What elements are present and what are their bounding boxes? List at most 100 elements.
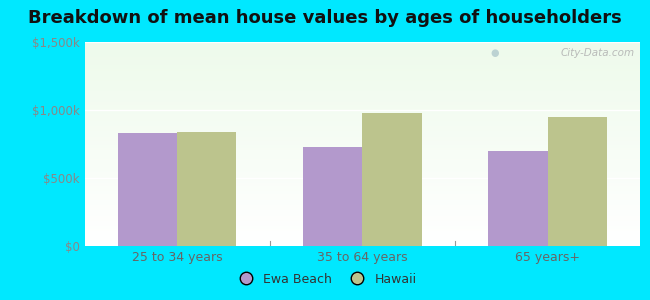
Bar	[84, 138, 650, 139]
Bar	[84, 102, 650, 103]
Bar	[84, 189, 650, 190]
Bar	[84, 74, 650, 75]
Bar	[84, 169, 650, 170]
Bar	[84, 97, 650, 98]
Bar	[84, 237, 650, 238]
Bar	[84, 158, 650, 159]
Bar	[84, 64, 650, 65]
Bar	[84, 129, 650, 130]
Bar	[84, 114, 650, 116]
Bar	[84, 140, 650, 141]
Bar	[84, 105, 650, 106]
Bar	[84, 51, 650, 52]
Bar	[84, 101, 650, 102]
Bar	[84, 90, 650, 91]
Bar	[84, 60, 650, 62]
Bar	[84, 109, 650, 110]
Bar	[84, 147, 650, 148]
Bar	[84, 152, 650, 153]
Bar	[84, 197, 650, 198]
Bar	[84, 215, 650, 216]
Bar	[84, 79, 650, 80]
Bar	[84, 89, 650, 90]
Bar	[84, 213, 650, 214]
Bar	[84, 148, 650, 149]
Bar	[84, 110, 650, 111]
Bar	[84, 151, 650, 152]
Bar	[84, 212, 650, 213]
Bar	[84, 53, 650, 54]
Bar	[84, 134, 650, 135]
Bar	[84, 55, 650, 56]
Bar	[84, 56, 650, 57]
Bar	[84, 92, 650, 93]
Bar	[84, 45, 650, 46]
Bar	[84, 245, 650, 246]
Bar	[84, 180, 650, 181]
Bar	[84, 238, 650, 239]
Bar	[84, 62, 650, 63]
Bar	[84, 201, 650, 202]
Bar	[84, 95, 650, 96]
Bar	[84, 123, 650, 124]
Bar	[84, 162, 650, 164]
Bar	[84, 170, 650, 172]
Bar	[84, 58, 650, 59]
Bar	[84, 100, 650, 101]
Bar	[84, 118, 650, 119]
Bar	[84, 211, 650, 212]
Bar	[84, 194, 650, 195]
Bar	[84, 188, 650, 189]
Bar	[84, 156, 650, 157]
Bar	[84, 48, 650, 49]
Bar	[303, 147, 363, 246]
Bar	[84, 131, 650, 132]
Bar	[84, 135, 650, 136]
Bar	[84, 49, 650, 50]
Bar	[84, 218, 650, 220]
Bar	[84, 136, 650, 137]
Bar	[84, 192, 650, 193]
Bar	[84, 132, 650, 133]
Bar	[84, 43, 650, 44]
Bar	[84, 209, 650, 210]
Bar	[84, 204, 650, 205]
Bar	[84, 87, 650, 88]
Bar	[84, 160, 650, 161]
Bar	[84, 63, 650, 64]
Bar	[84, 159, 650, 160]
Bar	[84, 203, 650, 204]
Bar	[118, 133, 177, 246]
Bar	[84, 84, 650, 85]
Bar	[84, 127, 650, 128]
Bar	[84, 76, 650, 77]
Bar	[84, 196, 650, 197]
Bar	[84, 44, 650, 45]
Bar	[84, 118, 650, 119]
Bar	[84, 181, 650, 182]
Bar	[84, 50, 650, 51]
Bar	[84, 169, 650, 170]
Bar	[84, 153, 650, 154]
Bar	[84, 93, 650, 94]
Bar	[84, 235, 650, 236]
Bar	[84, 244, 650, 245]
Bar	[84, 98, 650, 99]
Bar	[84, 88, 650, 89]
Bar	[84, 57, 650, 58]
Bar	[84, 59, 650, 60]
Bar	[84, 83, 650, 84]
Text: Breakdown of mean house values by ages of householders: Breakdown of mean house values by ages o…	[28, 9, 622, 27]
Bar	[84, 179, 650, 180]
Bar	[84, 240, 650, 241]
Bar	[84, 68, 650, 70]
Bar	[84, 242, 650, 243]
Bar	[84, 193, 650, 194]
Bar	[84, 191, 650, 192]
Bar	[84, 221, 650, 223]
Bar	[84, 75, 650, 76]
Bar	[84, 220, 650, 221]
Bar	[84, 231, 650, 232]
Bar	[84, 154, 650, 155]
Bar	[84, 202, 650, 203]
